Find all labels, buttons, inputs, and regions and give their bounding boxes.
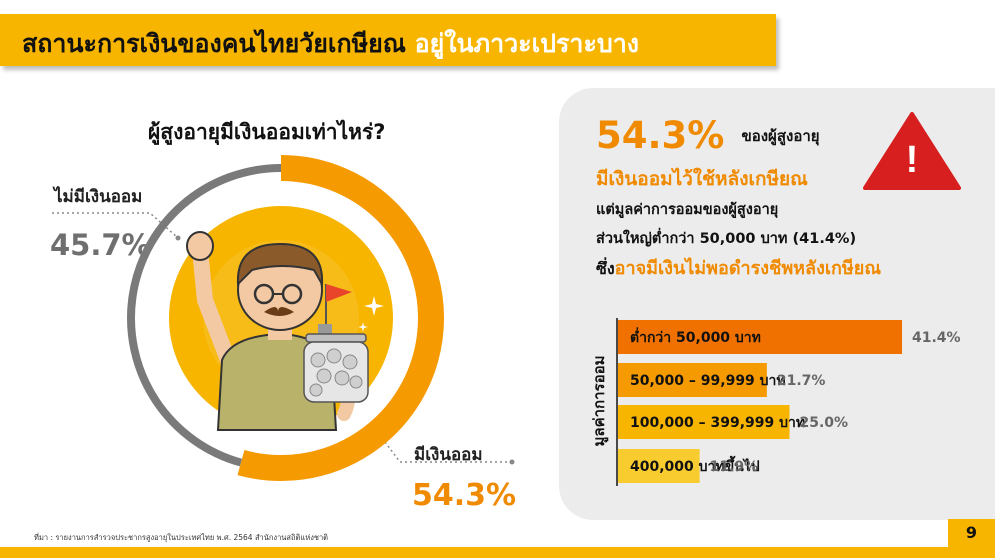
saver-illustration: [186, 231, 384, 431]
savings-label: มีเงินออม: [414, 445, 483, 465]
summary-line-4: ส่วนใหญ่ต่ำกว่า 50,000 บาท (41.4%): [596, 231, 857, 247]
donut-segment-no-savings: [127, 164, 282, 467]
bar-value-label-2: 21.7%: [777, 373, 826, 389]
warning-icon: !: [863, 112, 961, 190]
no-savings-label: ไม่มีเงินออม: [54, 187, 143, 207]
summary-line-5-prefix: ซึ่ง: [596, 259, 615, 278]
warning-triangle: [863, 112, 961, 190]
bar-1: [618, 320, 902, 354]
bar-category-label-2: 50,000 – 99,999 บาท: [630, 373, 786, 389]
page-title: สถานะการเงินของคนไทยวัยเกษียณ อยู่ในภาวะ…: [22, 24, 639, 64]
bar-2: [618, 363, 767, 397]
bar-3: [618, 405, 790, 439]
bar-value-label-4: 11.9%: [710, 459, 759, 475]
headline: 54.3% ของผู้สูงอายุ: [596, 114, 820, 157]
bar-category-label-4: 400,000 บาทขึ้นไป: [630, 455, 760, 475]
headline-percent: 54.3%: [596, 114, 725, 157]
summary-line-5-highlight: อาจมีเงินไม่พอดำรงชีพหลังเกษียณ: [614, 258, 882, 279]
bar-value-label-1: 41.4%: [912, 330, 961, 346]
savings-leader-line: [384, 441, 512, 463]
bar-category-label-1: ต่ำกว่า 50,000 บาท: [630, 327, 761, 346]
footer-bar: [0, 547, 995, 558]
donut-segment-savings: [237, 155, 444, 481]
no-savings-leader-dot: [175, 235, 181, 241]
savings-value: 54.3%: [412, 478, 517, 513]
savings-leader-dot: [509, 459, 515, 465]
summary-line-2: มีเงินออมไว้ใช้หลังเกษียณ: [596, 168, 808, 190]
bar-value-label-3: 25.0%: [799, 415, 848, 431]
page-title-main: สถานะการเงินของคนไทยวัยเกษียณ: [22, 29, 406, 58]
no-savings-value: 45.7%: [50, 228, 151, 262]
page-number: 9: [948, 519, 995, 547]
title-bar: สถานะการเงินของคนไทยวัยเกษียณ อยู่ในภาวะ…: [0, 14, 776, 66]
summary-line-3: แต่มูลค่าการออมของผู้สูงอายุ: [596, 202, 779, 218]
bar-category-label-3: 100,000 – 399,999 บาท: [630, 415, 805, 431]
donut-heading: ผู้สูงอายุมีเงินออมเท่าไหร่?: [148, 120, 386, 144]
summary-line-5: ซึ่งอาจมีเงินไม่พอดำรงชีพหลังเกษียณ: [596, 253, 881, 282]
headline-text: ของผู้สูงอายุ: [741, 126, 820, 145]
page-title-highlight: อยู่ในภาวะเปราะบาง: [414, 29, 640, 58]
warning-mark: !: [906, 139, 919, 181]
source-note: ที่มา : รายงานการสำรวจประชากรสูงอายุในปร…: [34, 533, 329, 542]
bar-4: [618, 449, 700, 483]
